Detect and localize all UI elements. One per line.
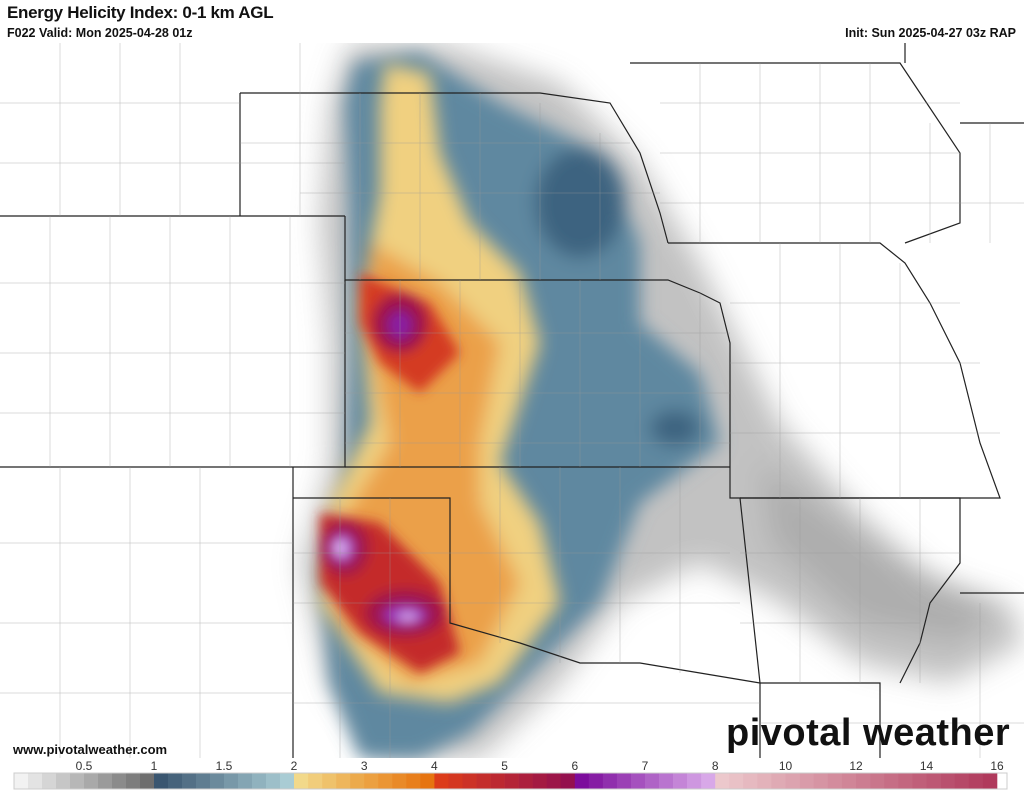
valid-time: F022 Valid: Mon 2025-04-28 01z: [7, 26, 193, 40]
colorbar-cell: [364, 773, 379, 789]
colorbar-cell: [616, 773, 632, 789]
colorbar-cell: [168, 773, 183, 789]
colorbar-cell: [630, 773, 646, 789]
colorbar-cell: [715, 773, 730, 789]
colorbar-cell: [968, 773, 984, 789]
colorbar-cell: [560, 773, 576, 789]
colorbar-cell: [926, 773, 941, 789]
colorbar-cell: [28, 773, 43, 789]
colorbar-cell: [350, 773, 365, 789]
colorbar-cell: [392, 773, 407, 789]
colorbar-cell: [518, 773, 533, 789]
colorbar-cell: [954, 773, 970, 789]
colorbar-tick-label: 2: [291, 759, 298, 773]
colorbar-cell: [856, 773, 871, 789]
colorbar-cell: [701, 773, 716, 789]
colorbar-cell: [546, 773, 562, 789]
colorbar-cell: [406, 773, 421, 789]
colorbar-tick-label: 16: [990, 759, 1004, 773]
colorbar-cell: [266, 773, 281, 789]
init-time: Init: Sun 2025-04-27 03z RAP: [845, 26, 1016, 40]
colorbar-cell: [224, 773, 239, 789]
colorbar-cell: [841, 773, 857, 789]
colorbar-cell: [434, 773, 449, 789]
colorbar-cell: [238, 773, 253, 789]
colorbar-cell: [785, 773, 800, 789]
colorbar-cell: [799, 773, 814, 789]
colorbar-tick-label: 0.5: [76, 759, 93, 773]
colorbar-cell: [757, 773, 772, 789]
colorbar-cell: [476, 773, 491, 789]
colorbar-cell: [532, 773, 548, 789]
county-borders: [0, 43, 1024, 758]
colorbar-cell: [659, 773, 674, 789]
colorbar-cell: [42, 773, 57, 789]
colorbar-cell: [982, 773, 998, 789]
colorbar-cell: [645, 773, 660, 789]
colorbar-cell: [602, 773, 618, 789]
colorbar-cell: [70, 773, 85, 789]
colorbar-cell: [588, 773, 604, 789]
colorbar-tick-label: 5: [501, 759, 508, 773]
colorbar-cell: [336, 773, 351, 789]
colorbar-tick-label: 3: [361, 759, 368, 773]
colorbar-cell: [308, 773, 323, 789]
colorbar-cell: [729, 773, 744, 789]
colorbar-cell: [448, 773, 463, 789]
colorbar-cell: [870, 773, 885, 789]
colorbar-cell: [884, 773, 899, 789]
colorbar-cell: [743, 773, 758, 789]
colorbar-cell: [126, 773, 141, 789]
colorbar-tick-label: 7: [642, 759, 649, 773]
colorbar-tick-label: 4: [431, 759, 438, 773]
colorbar-tick-label: 8: [712, 759, 719, 773]
colorbar-cell: [154, 773, 169, 789]
colorbar: 0.5 1 1.5 2 3 4 5 6 7 8 10 12 14 16: [13, 759, 1008, 790]
colorbar-tick-label: 12: [849, 759, 863, 773]
colorbar-cell: [196, 773, 211, 789]
colorbar-cell: [940, 773, 955, 789]
colorbar-cell: [210, 773, 225, 789]
ehi-map: [0, 43, 1024, 758]
colorbar-cell: [280, 773, 295, 789]
colorbar-cell: [112, 773, 127, 789]
colorbar-tick-label: 1.5: [216, 759, 233, 773]
pivotal-weather-logo: pivotal weather: [726, 712, 1011, 754]
colorbar-cell: [84, 773, 99, 789]
website-url: www.pivotalweather.com: [13, 742, 168, 757]
colorbar-cell: [574, 773, 590, 789]
colorbar-cell: [182, 773, 197, 789]
colorbar-cell: [771, 773, 786, 789]
colorbar-cell: [898, 773, 913, 789]
colorbar-cell: [687, 773, 702, 789]
colorbar-cell: [420, 773, 435, 789]
colorbar-cell: [462, 773, 477, 789]
colorbar-cell: [504, 773, 519, 789]
colorbar-cell: [912, 773, 927, 789]
colorbar-cell: [673, 773, 688, 789]
colorbar-cell: [98, 773, 113, 789]
state-borders: [0, 43, 1024, 758]
colorbar-cell: [14, 773, 29, 789]
colorbar-cell: [140, 773, 155, 789]
colorbar-cell: [56, 773, 71, 789]
colorbar-ticks: 0.5 1 1.5 2 3 4 5 6 7 8 10 12 14 16: [76, 759, 1004, 773]
colorbar-tick-label: 1: [151, 759, 158, 773]
colorbar-cell: [827, 773, 843, 789]
colorbar-frame: [13, 772, 1008, 790]
colorbar-cell: [322, 773, 337, 789]
colorbar-cell: [378, 773, 393, 789]
colorbar-tick-label: 14: [920, 759, 934, 773]
colorbar-cell: [252, 773, 267, 789]
colorbar-cell: [294, 773, 309, 789]
colorbar-cell: [813, 773, 829, 789]
colorbar-cells: [13, 772, 1008, 790]
colorbar-cell: [490, 773, 505, 789]
colorbar-tick-label: 6: [571, 759, 578, 773]
map-title: Energy Helicity Index: 0-1 km AGL: [7, 3, 274, 22]
colorbar-tick-label: 10: [779, 759, 793, 773]
